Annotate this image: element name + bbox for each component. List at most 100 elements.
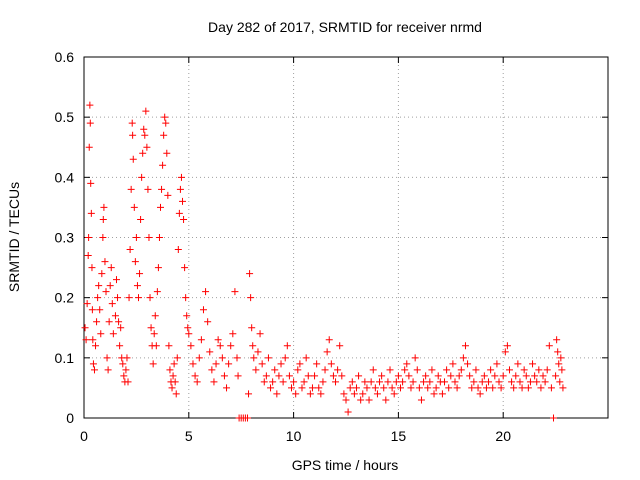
data-point	[254, 348, 262, 356]
data-point	[86, 119, 94, 127]
data-point	[124, 378, 132, 386]
data-point	[234, 372, 242, 380]
data-point	[189, 360, 197, 368]
data-point	[555, 360, 563, 368]
data-point	[526, 378, 534, 386]
y-axis-label: SRMTID / TECUs	[6, 182, 22, 292]
data-point	[380, 384, 388, 392]
data-point	[541, 378, 549, 386]
data-point	[329, 372, 337, 380]
data-point	[199, 306, 207, 314]
data-point	[88, 264, 96, 272]
data-point	[332, 378, 340, 386]
data-point	[558, 366, 566, 374]
data-point	[191, 372, 199, 380]
data-point	[109, 330, 117, 338]
data-point	[325, 336, 333, 344]
data-point	[116, 342, 124, 350]
data-point	[466, 372, 474, 380]
data-point	[103, 354, 111, 362]
data-point	[543, 366, 551, 374]
data-point	[184, 324, 192, 332]
y-tick-label: 0.2	[55, 290, 75, 306]
data-point	[82, 336, 90, 344]
data-point	[344, 408, 352, 416]
data-point	[539, 372, 547, 380]
data-point	[559, 384, 567, 392]
data-point	[136, 270, 144, 278]
data-point	[216, 342, 224, 350]
data-point	[399, 378, 407, 386]
data-point	[434, 372, 442, 380]
data-point	[340, 390, 348, 398]
data-point	[85, 234, 93, 241]
data-point	[557, 354, 565, 362]
data-point	[129, 155, 137, 163]
data-point	[445, 384, 453, 392]
data-point	[182, 294, 190, 302]
data-point	[130, 203, 138, 211]
data-point	[166, 366, 174, 374]
data-point	[300, 378, 308, 386]
data-point	[128, 119, 136, 127]
data-point	[342, 396, 350, 404]
data-point	[175, 209, 183, 217]
data-point	[409, 378, 417, 386]
data-point	[352, 384, 360, 392]
data-point	[195, 354, 203, 362]
data-point	[158, 185, 166, 193]
data-point	[223, 384, 231, 392]
y-tick-label: 0.1	[55, 350, 75, 366]
data-point	[104, 366, 112, 374]
data-point	[243, 414, 251, 422]
data-point	[294, 366, 302, 374]
data-point	[233, 354, 241, 362]
data-point	[411, 354, 419, 362]
data-point	[396, 384, 404, 392]
data-point	[159, 161, 167, 169]
data-point	[117, 324, 125, 332]
data-point	[101, 258, 109, 266]
y-tick-label: 0.5	[55, 109, 75, 125]
data-point	[296, 360, 304, 368]
data-point	[281, 354, 289, 362]
data-point	[131, 258, 139, 266]
data-point	[430, 390, 438, 398]
data-point	[405, 372, 413, 380]
data-point	[283, 342, 291, 350]
data-point	[317, 390, 325, 398]
data-point	[357, 396, 365, 404]
data-point	[204, 318, 212, 326]
x-tick-label: 15	[391, 428, 407, 444]
data-point	[501, 348, 509, 356]
data-point	[256, 330, 264, 338]
data-point	[392, 378, 400, 386]
data-point	[132, 234, 140, 241]
data-point	[129, 131, 137, 139]
data-point	[308, 384, 316, 392]
data-point	[83, 300, 91, 308]
data-point	[258, 360, 266, 368]
data-point	[306, 390, 314, 398]
data-point	[554, 348, 562, 356]
x-tick-label: 10	[286, 428, 302, 444]
data-point	[285, 372, 293, 380]
data-point	[114, 294, 122, 302]
data-point	[369, 366, 377, 374]
data-point	[245, 390, 253, 398]
data-point	[247, 294, 255, 302]
data-point	[164, 191, 172, 199]
data-point	[438, 390, 446, 398]
data-point	[321, 366, 329, 374]
data-point	[140, 125, 148, 133]
data-point	[94, 294, 102, 302]
data-point	[267, 384, 275, 392]
data-point	[169, 372, 177, 380]
data-point	[122, 366, 130, 374]
data-point	[378, 372, 386, 380]
data-point	[88, 306, 96, 314]
data-point	[516, 378, 524, 386]
data-point	[441, 378, 449, 386]
data-point	[348, 378, 356, 386]
